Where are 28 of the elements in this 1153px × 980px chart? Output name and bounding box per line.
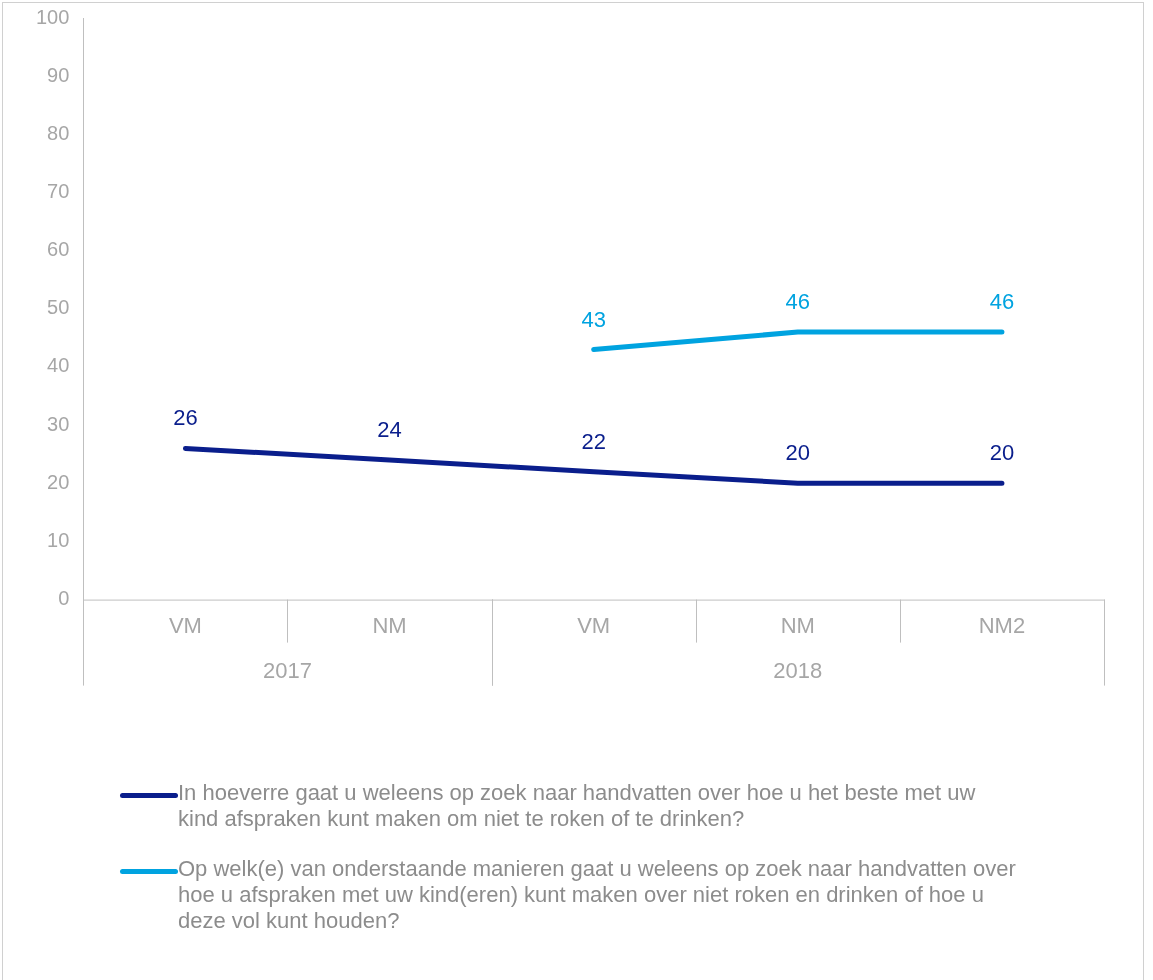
y-tick-label: 0: [58, 587, 70, 610]
text: 2018: [773, 657, 823, 683]
y-tick-label: 10: [47, 528, 70, 551]
y-tick-label: 70: [47, 180, 70, 202]
data-label: 26: [173, 405, 198, 431]
y-tick-label: 20: [47, 470, 70, 493]
legend-label: Op welk(e) van onderstaande manieren gaat u weleens op zoek naar handvatten over hoe u afspraken met uw kind(eren) kunt maken over niet roken en drinken of hoe u deze vol kunt houden?: [178, 856, 1017, 934]
legend-label: In hoeverre gaat u weleens op zoek naar handvatten over hoe u het beste met uw kind afspraken kunt maken om niet te roken of te drinken?: [178, 780, 977, 832]
data-label: 22: [581, 428, 606, 454]
data-label: 20: [785, 440, 811, 466]
data-label: 46: [989, 289, 1015, 315]
data-label: 20: [989, 440, 1015, 466]
text: 2017: [263, 657, 312, 683]
x-tick-label: NM: [780, 612, 815, 638]
y-tick-label: 80: [47, 121, 70, 144]
x-tick-label: NM: [372, 612, 407, 638]
x-tick-label: VM: [168, 612, 202, 638]
y-tick-label: 100: [35, 5, 70, 28]
y-tick-label: 50: [47, 296, 70, 319]
x-tick-label: VM: [577, 612, 611, 638]
y-tick-label: 30: [47, 412, 70, 435]
data-label: 46: [785, 289, 811, 315]
y-tick-label: 90: [47, 63, 70, 86]
x-tick-label: NM2: [978, 612, 1026, 638]
y-tick-label: 60: [47, 238, 70, 261]
data-label: 43: [581, 306, 606, 332]
y-tick-label: 40: [47, 354, 70, 377]
data-label: 24: [377, 417, 402, 443]
